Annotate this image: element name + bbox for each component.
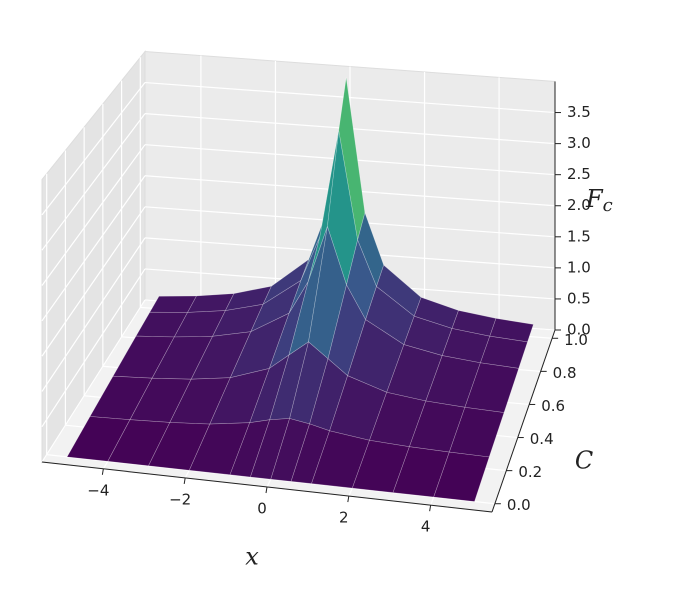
x-tick-label: 2 [339, 509, 349, 527]
grid-line [41, 206, 146, 357]
z-tick-label: 1.5 [567, 227, 591, 245]
x-tick [429, 505, 432, 512]
z-tick-label: 3.5 [567, 103, 591, 121]
z-label-sub: c [603, 195, 613, 216]
x-tick-label: 4 [421, 518, 431, 536]
z-tick-label: 2.0 [567, 196, 591, 214]
grid-line [41, 82, 146, 216]
z-tick-label: 3.0 [567, 134, 591, 152]
x-tick [183, 477, 186, 484]
grid-line [41, 144, 146, 286]
grid-line [41, 299, 146, 463]
y-tick-label: 0.0 [507, 496, 531, 514]
x-tick [265, 486, 268, 494]
surface [66, 77, 534, 502]
z-label-main: F [585, 185, 604, 213]
y-tick-label: 0.6 [541, 397, 565, 415]
axis-line [491, 329, 556, 513]
z-tick-label: 2.5 [567, 165, 591, 183]
y-tick-label: 0.4 [530, 430, 554, 448]
x-tick-label: −2 [169, 490, 191, 508]
grid-line [144, 81, 556, 114]
z-tick-label: 1.0 [567, 258, 591, 276]
x-tick [101, 468, 104, 475]
surface-patch [479, 335, 528, 369]
x-axis-label: x [245, 543, 259, 571]
x-tick-label: 0 [257, 500, 267, 518]
y-tick-label: 1.0 [564, 331, 588, 349]
axes: −4−20240.00.20.40.60.81.00.00.51.01.52.0… [41, 81, 591, 536]
grid-line [41, 113, 146, 251]
y-tick-label: 0.8 [553, 364, 577, 382]
x-tick-label: −4 [87, 481, 109, 499]
surface-patch [489, 318, 534, 343]
x-tick [347, 496, 350, 503]
surface-patch [433, 451, 490, 502]
y-axis-label: C [575, 447, 593, 475]
grid-line [41, 237, 146, 392]
z-axis-label: Fc [585, 185, 613, 217]
z-tick-label: 0.5 [567, 289, 591, 307]
grid-line [41, 175, 146, 322]
grid-line [41, 268, 146, 428]
z-tick-label: 0.0 [567, 321, 591, 339]
y-tick-label: 0.2 [518, 463, 542, 481]
